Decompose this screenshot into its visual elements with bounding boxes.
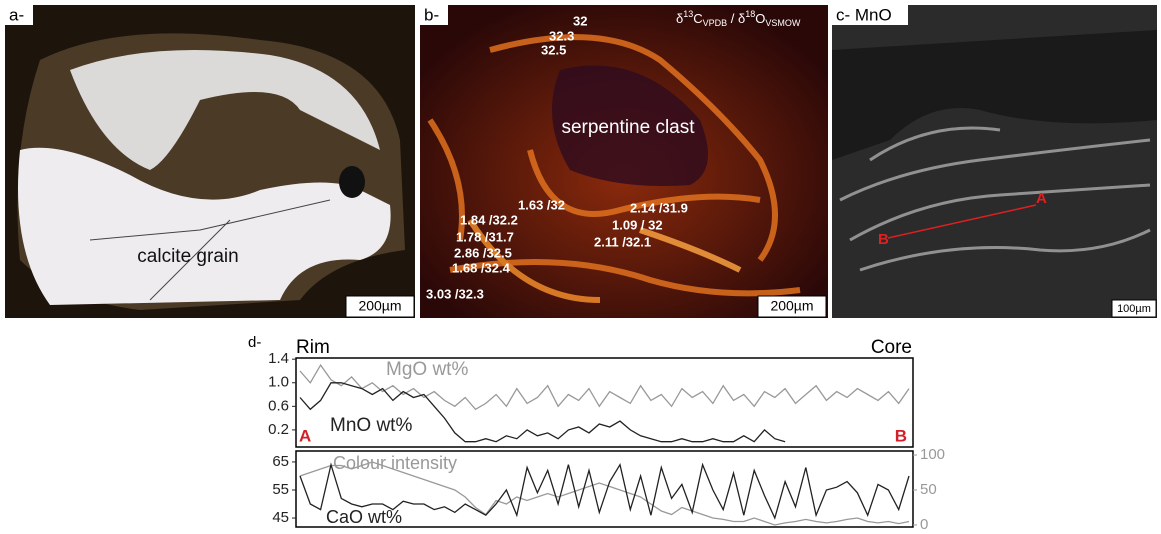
y-tick-label: 45 (272, 509, 289, 526)
scale-bar: 100µm (1117, 303, 1151, 315)
annotation: A (299, 426, 311, 445)
series-label: CaO wt% (326, 507, 402, 527)
y-tick-label: 50 (920, 481, 937, 498)
y-tick-label: 55 (272, 481, 289, 498)
panel-label: c- MnO (836, 5, 892, 24)
caption: serpentine clast (561, 117, 695, 138)
header-part: VPDB (703, 18, 728, 28)
panel-c: c- MnO A B 100µm (832, 5, 1157, 318)
point-label: 2.14 /31.9 (630, 200, 688, 215)
panel-label: a- (9, 5, 24, 24)
point-label: 2.86 /32.5 (454, 245, 512, 260)
y-tick-label: 0.2 (268, 421, 289, 438)
series-label: MnO wt% (330, 415, 412, 436)
header-part: C (693, 11, 702, 26)
y-tick-label: 0 (920, 516, 928, 533)
series-line (299, 462, 910, 520)
y-tick-label: 1.4 (268, 350, 289, 367)
y-tick-label: 1.0 (268, 374, 289, 391)
header-part: 13 (683, 9, 693, 19)
caption: calcite grain (137, 246, 238, 267)
header-part: 18 (745, 9, 755, 19)
isotope-header: δ13CVPDB / δ18OVSMOW (676, 9, 801, 28)
header-part: VSMOW (765, 18, 801, 28)
point-label: 32.5 (541, 42, 566, 57)
y-tick-label: 0.6 (268, 397, 289, 414)
charts: 0.2 0.6 1.0 1.4 MgO wt% MnO wt% Rim Core A B 45 55 6… (268, 337, 945, 533)
point-label: 32 (573, 13, 587, 28)
point-label: 2.11 /32.1 (594, 234, 651, 249)
plot-frame (295, 450, 914, 528)
panel-a: a- calcite grain 200µm (5, 5, 415, 318)
series-line (299, 461, 910, 526)
point-label: 1.63 /32 (518, 197, 565, 212)
point-label: 1.09 / 32 (612, 217, 663, 232)
plot-frame (295, 357, 914, 448)
point-label: 32.3 (549, 28, 574, 43)
profile-end: A (1036, 190, 1047, 207)
annotation: Core (871, 337, 912, 358)
panel-label: b- (424, 5, 439, 24)
scale-bar: 200µm (358, 298, 401, 314)
profile-end: B (878, 231, 889, 248)
header-part: O (755, 11, 765, 26)
series-label: MgO wt% (386, 359, 468, 380)
header-part: / δ (727, 11, 745, 26)
annotation: Rim (296, 337, 330, 358)
scale-bar: 200µm (770, 298, 813, 314)
panel-b: b- δ13CVPDB / δ18OVSMOW serpentine clast… (420, 5, 828, 318)
header-part: δ (676, 11, 683, 26)
y-tick-label: 65 (272, 453, 289, 470)
y-tick-label: 100 (920, 446, 945, 463)
point-label: 1.84 /32.2 (460, 212, 518, 227)
series-label: Colour intensity (333, 453, 457, 473)
annotation: B (895, 426, 907, 445)
series-line (299, 382, 786, 443)
point-label: 1.78 /31.7 (456, 229, 514, 244)
panel-label: d- (248, 334, 261, 351)
point-label: 3.03 /32.3 (426, 286, 484, 301)
point-label: 1.68 /32.4 (452, 260, 511, 275)
